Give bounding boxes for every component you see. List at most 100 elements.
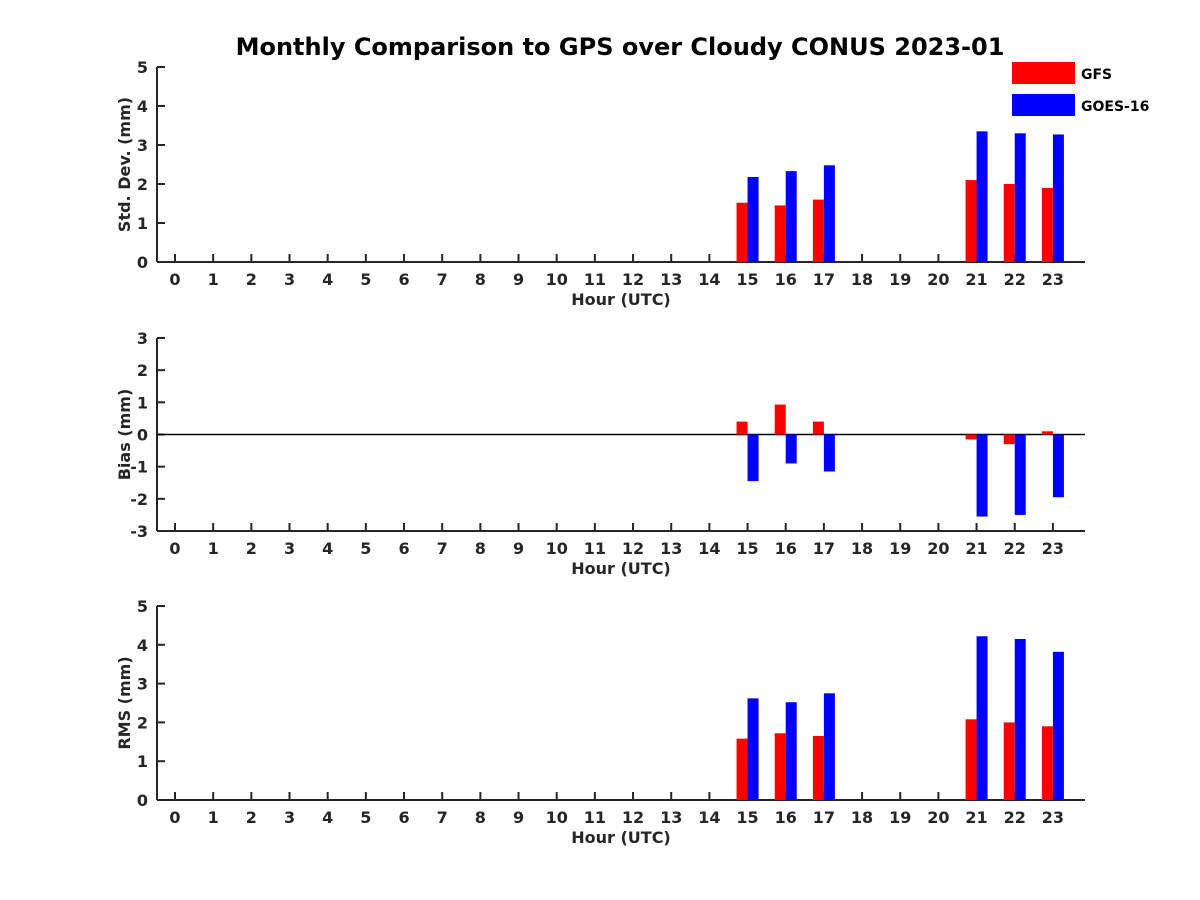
bar-goes-16-hour-15 [747, 698, 759, 800]
y-tick-label: -1 [130, 458, 148, 477]
bar-gfs-hour-16 [774, 733, 786, 800]
x-tick-label: 20 [927, 808, 949, 827]
x-tick-label: 6 [398, 808, 409, 827]
bar-gfs-hour-15 [736, 421, 748, 435]
x-tick-label: 8 [475, 270, 486, 289]
bar-goes-16-hour-15 [747, 176, 759, 262]
x-tick-label: 19 [889, 539, 911, 558]
bar-gfs-hour-15 [736, 202, 748, 262]
x-tick-label: 18 [851, 539, 873, 558]
x-tick-label: 13 [660, 808, 682, 827]
x-tick-label: 10 [546, 808, 568, 827]
x-tick-label: 22 [1004, 270, 1026, 289]
x-tick-label: 16 [775, 808, 797, 827]
x-tick-label: 5 [360, 270, 371, 289]
x-tick-label: 19 [889, 808, 911, 827]
bar-goes-16-hour-22 [1014, 434, 1026, 515]
bar-goes-16-hour-17 [823, 165, 835, 262]
bar-goes-16-hour-23 [1052, 434, 1064, 498]
x-tick-label: 1 [208, 808, 219, 827]
bar-goes-16-hour-17 [823, 693, 835, 800]
y-tick-label: 4 [137, 97, 148, 116]
legend-item-gfs: GFS [1012, 62, 1112, 84]
x-tick-label: 20 [927, 539, 949, 558]
bar-goes-16-hour-22 [1014, 133, 1026, 262]
x-tick-label: 7 [437, 539, 448, 558]
bar-gfs-hour-21 [965, 180, 977, 262]
y-tick-label: 0 [137, 791, 148, 810]
bar-gfs-hour-16 [774, 404, 786, 435]
x-tick-label: 22 [1004, 539, 1026, 558]
x-tick-label: 3 [284, 808, 295, 827]
x-tick-label: 8 [475, 808, 486, 827]
bar-goes-16-hour-23 [1052, 134, 1064, 262]
chart-title: Monthly Comparison to GPS over Cloudy CO… [236, 33, 1005, 61]
x-tick-label: 10 [546, 539, 568, 558]
bar-gfs-hour-21 [965, 719, 977, 800]
x-tick-label: 9 [513, 270, 524, 289]
x-tick-label: 3 [284, 270, 295, 289]
bar-gfs-hour-23 [1041, 726, 1053, 800]
x-tick-label: 6 [398, 539, 409, 558]
x-tick-label: 15 [736, 270, 758, 289]
x-tick-label: 5 [360, 539, 371, 558]
x-tick-label: 20 [927, 270, 949, 289]
bar-gfs-hour-17 [812, 421, 824, 435]
x-tick-label: 18 [851, 808, 873, 827]
y-tick-label: 2 [137, 175, 148, 194]
y-axis-label: Bias (mm) [115, 389, 134, 481]
bar-gfs-hour-23 [1041, 187, 1053, 262]
x-tick-label: 14 [698, 808, 720, 827]
y-tick-label: 4 [137, 636, 148, 655]
x-tick-label: 9 [513, 539, 524, 558]
x-tick-label: 17 [813, 808, 835, 827]
bar-gfs-hour-22 [1003, 184, 1015, 262]
x-tick-label: 11 [584, 808, 606, 827]
x-tick-label: 14 [698, 270, 720, 289]
bar-goes-16-hour-16 [785, 702, 797, 800]
x-tick-label: 16 [775, 270, 797, 289]
x-tick-label: 10 [546, 270, 568, 289]
x-tick-label: 12 [622, 270, 644, 289]
x-axis-label: Hour (UTC) [571, 290, 671, 309]
bar-gfs-hour-21 [965, 434, 977, 440]
x-tick-label: 21 [965, 808, 987, 827]
bar-goes-16-hour-16 [785, 434, 797, 464]
y-axis-label: Std. Dev. (mm) [115, 97, 134, 232]
x-tick-label: 17 [813, 270, 835, 289]
x-tick-label: 23 [1042, 539, 1064, 558]
x-tick-label: 11 [584, 539, 606, 558]
x-tick-label: 13 [660, 539, 682, 558]
x-tick-label: 7 [437, 270, 448, 289]
bar-goes-16-hour-21 [976, 636, 988, 800]
bar-gfs-hour-22 [1003, 434, 1015, 445]
x-axis-label: Hour (UTC) [571, 559, 671, 578]
x-tick-label: 4 [322, 270, 333, 289]
x-tick-label: 22 [1004, 808, 1026, 827]
bar-goes-16-hour-21 [976, 434, 988, 517]
x-tick-label: 18 [851, 270, 873, 289]
x-tick-label: 15 [736, 539, 758, 558]
x-tick-label: 0 [169, 270, 180, 289]
bar-goes-16-hour-16 [785, 171, 797, 262]
bar-goes-16-hour-15 [747, 434, 759, 482]
y-axis-label: RMS (mm) [115, 656, 134, 749]
x-tick-label: 4 [322, 808, 333, 827]
y-tick-label: 1 [137, 393, 148, 412]
x-tick-label: 4 [322, 539, 333, 558]
x-tick-label: 1 [208, 539, 219, 558]
bar-gfs-hour-15 [736, 738, 748, 800]
bar-gfs-hour-16 [774, 205, 786, 262]
x-tick-label: 2 [246, 808, 257, 827]
legend-swatch [1012, 94, 1075, 116]
x-tick-label: 11 [584, 270, 606, 289]
y-tick-label: -3 [130, 522, 148, 541]
x-tick-label: 5 [360, 808, 371, 827]
x-tick-label: 12 [622, 808, 644, 827]
x-tick-label: 14 [698, 539, 720, 558]
legend: GFS GOES-16 [1012, 62, 1149, 116]
